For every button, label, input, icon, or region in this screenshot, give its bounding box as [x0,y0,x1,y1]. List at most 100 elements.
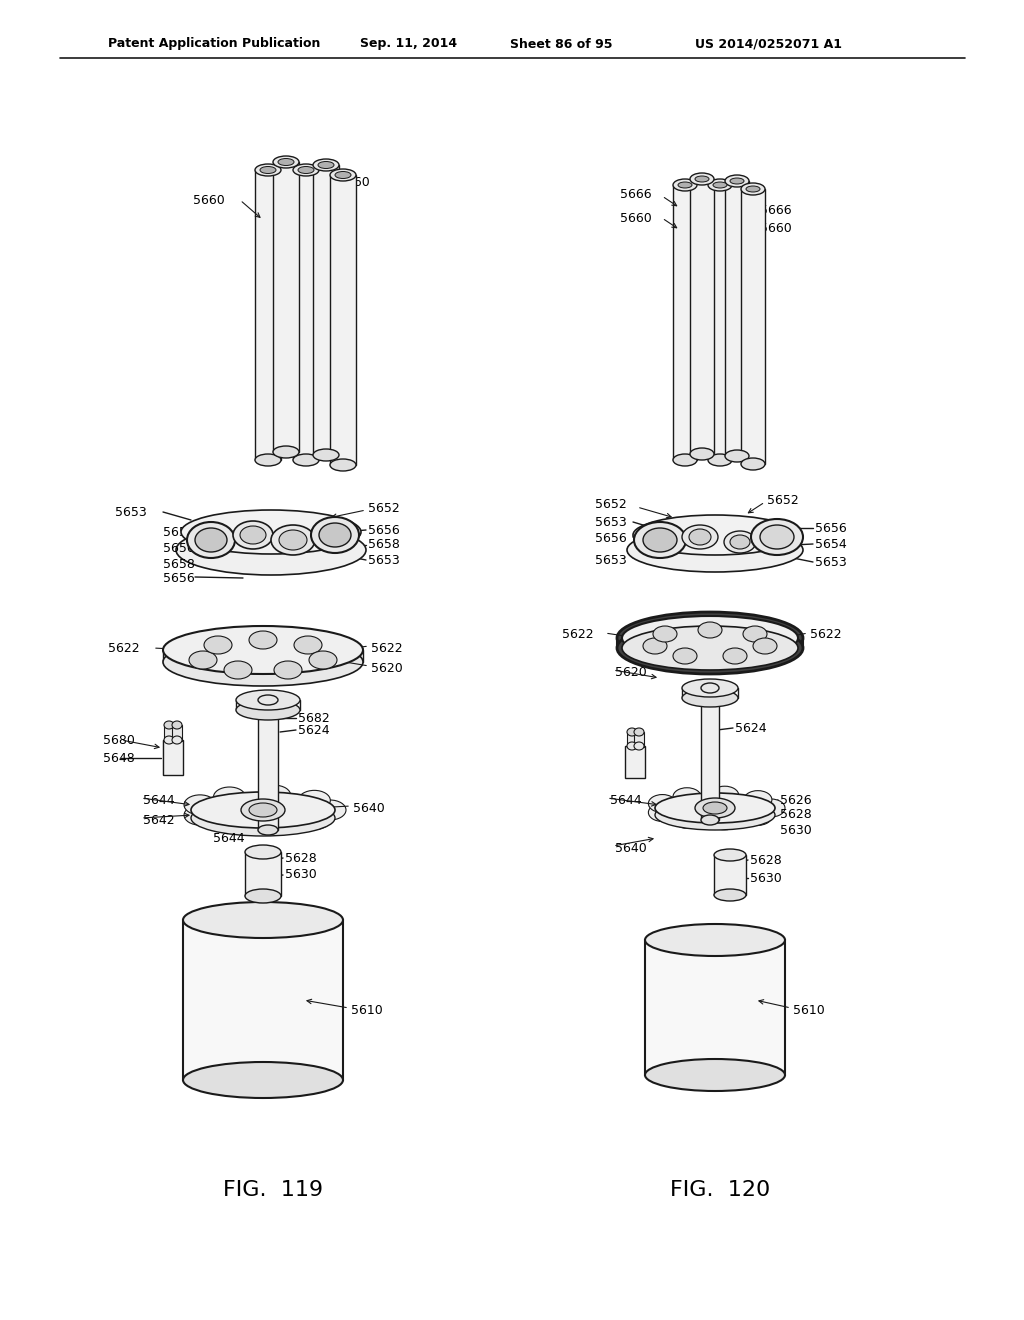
Ellipse shape [273,156,299,168]
Ellipse shape [183,902,343,939]
Ellipse shape [245,845,281,859]
Text: 5624: 5624 [298,723,330,737]
Ellipse shape [633,515,797,554]
Ellipse shape [690,173,714,185]
Ellipse shape [164,721,174,729]
Bar [741,189,765,465]
Ellipse shape [271,525,315,554]
Text: Sheet 86 of 95: Sheet 86 of 95 [510,37,612,50]
Ellipse shape [241,799,285,821]
Ellipse shape [233,521,273,549]
Bar [714,855,746,895]
Text: 5656: 5656 [163,541,195,554]
Ellipse shape [701,814,719,825]
Text: 5660: 5660 [760,222,792,235]
Ellipse shape [172,737,182,744]
Ellipse shape [255,164,281,176]
Ellipse shape [622,616,798,660]
Ellipse shape [245,888,281,903]
Ellipse shape [703,803,727,814]
Ellipse shape [213,787,246,807]
Text: FIG.  120: FIG. 120 [670,1180,770,1200]
Text: 5658: 5658 [163,525,195,539]
Text: 5620: 5620 [371,661,402,675]
Ellipse shape [184,795,216,814]
Bar [255,170,281,459]
Bar [330,176,356,465]
Text: 5654: 5654 [815,539,847,552]
Ellipse shape [183,1063,343,1098]
Bar [673,185,697,459]
Ellipse shape [260,166,276,173]
Text: 5656: 5656 [368,524,399,536]
Ellipse shape [648,795,677,813]
Bar [273,162,299,451]
Ellipse shape [711,787,738,804]
Text: 5682: 5682 [298,711,330,725]
Ellipse shape [725,450,749,462]
Ellipse shape [249,631,278,649]
Ellipse shape [682,678,738,697]
Ellipse shape [279,531,307,550]
Bar [313,165,339,455]
Text: 5642: 5642 [143,813,175,826]
Ellipse shape [259,785,291,805]
Text: 5644: 5644 [143,793,175,807]
Text: 5628: 5628 [285,851,316,865]
Ellipse shape [191,792,335,828]
Ellipse shape [741,458,765,470]
Text: 5652: 5652 [595,499,627,511]
Ellipse shape [195,528,227,552]
Ellipse shape [757,799,785,817]
Ellipse shape [627,528,803,572]
Ellipse shape [259,814,291,834]
Ellipse shape [682,689,738,708]
Ellipse shape [708,454,732,466]
Text: 5628: 5628 [750,854,781,866]
Ellipse shape [236,700,300,719]
Text: 5626: 5626 [780,793,812,807]
Ellipse shape [695,176,709,182]
Ellipse shape [255,454,281,466]
Bar [725,181,749,455]
Bar [258,700,278,830]
Ellipse shape [309,651,337,669]
Ellipse shape [730,178,744,183]
Ellipse shape [741,183,765,195]
Text: 5622: 5622 [562,628,594,642]
Ellipse shape [164,737,174,744]
Text: 5652: 5652 [767,494,799,507]
Ellipse shape [698,622,722,638]
Text: 5653: 5653 [815,556,847,569]
Ellipse shape [293,164,319,176]
Ellipse shape [176,525,366,576]
Ellipse shape [617,612,803,664]
Ellipse shape [743,791,772,809]
Ellipse shape [298,791,331,810]
Ellipse shape [163,626,362,675]
Ellipse shape [213,813,246,833]
Text: 5653: 5653 [595,516,627,528]
Ellipse shape [617,622,803,675]
Ellipse shape [293,454,319,466]
Text: 5653: 5653 [368,553,399,566]
Bar [164,725,174,741]
Ellipse shape [163,638,362,686]
Ellipse shape [294,636,322,653]
Ellipse shape [634,742,644,750]
Ellipse shape [743,626,767,642]
Text: 5628: 5628 [780,808,812,821]
Text: 5630: 5630 [780,824,812,837]
Ellipse shape [655,800,775,830]
Text: 5648: 5648 [103,751,135,764]
Text: 5644: 5644 [610,793,642,807]
Bar [645,940,785,1074]
Ellipse shape [678,182,692,187]
Ellipse shape [682,525,718,549]
Text: 5644: 5644 [213,832,245,845]
Ellipse shape [673,180,697,191]
Ellipse shape [701,682,719,693]
Ellipse shape [274,661,302,678]
Bar [183,920,343,1080]
Text: 5660: 5660 [193,194,224,206]
